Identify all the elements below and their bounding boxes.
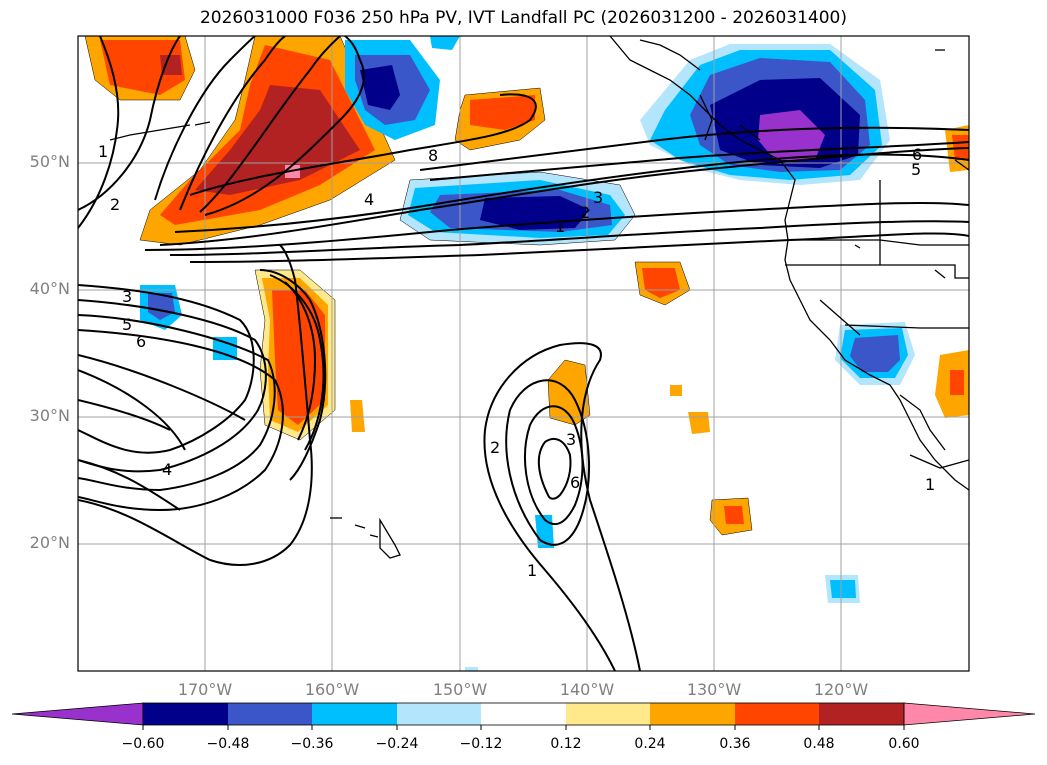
lon-label: 160°W [304, 680, 360, 699]
contour-label: 2 [580, 203, 590, 222]
contour-label: 6 [570, 473, 580, 492]
contour-label: 5 [122, 315, 132, 334]
contour-label: 4 [364, 190, 374, 209]
colorbar-tick-label: −0.12 [459, 736, 503, 752]
lon-label: 130°W [686, 680, 742, 699]
lat-label: 40°N [29, 279, 70, 298]
contour-label: 3 [122, 287, 132, 306]
colorbar-bin [312, 703, 397, 725]
colorbar-tick-label: −0.48 [206, 736, 250, 752]
colorbar-bin [566, 703, 650, 725]
colorbar-bin [397, 703, 481, 725]
contour-label: 6 [912, 145, 922, 164]
contour-label: 2 [110, 195, 120, 214]
shaded-field [84, 36, 969, 671]
pv-contours [78, 36, 969, 671]
colorbar [11, 702, 1036, 730]
contour-label: 8 [428, 146, 438, 165]
lon-label: 120°W [813, 680, 869, 699]
contour-labels: 1 2 3 4 5 6 8 4 3 2 1 3 6 2 1 6 5 1 [98, 142, 935, 580]
contour-label: 5 [911, 160, 921, 179]
colorbar-tick-label: 0.12 [550, 736, 582, 752]
colorbar-outline [142, 702, 905, 726]
figure-title: 2026031000 F036 250 hPa PV, IVT Landfall… [199, 8, 847, 28]
contour-label: 1 [925, 475, 935, 494]
contour-label: 2 [490, 438, 500, 457]
colorbar-bin [735, 703, 819, 725]
colorbar-bin [228, 703, 312, 725]
colorbar-tick-label: 0.24 [634, 736, 666, 752]
colorbar-bin [481, 703, 566, 725]
colorbar-bin [650, 703, 735, 725]
colorbar-tick-label: 0.48 [803, 736, 835, 752]
contour-label: 6 [136, 332, 146, 351]
colorbar-max-extend [903, 702, 1036, 726]
lon-label: 150°W [432, 680, 488, 699]
map-frame [77, 35, 970, 672]
contour-label: 3 [566, 430, 576, 449]
colorbar-tick-label: −0.36 [290, 736, 334, 752]
contour-label: 4 [162, 460, 172, 479]
contour-label: 3 [593, 188, 603, 207]
contour-label: 1 [555, 217, 565, 236]
colorbar-bin [819, 703, 904, 725]
colorbar-tick-label: 0.36 [719, 736, 751, 752]
colorbar-min-extend [11, 702, 144, 726]
lon-label: 140°W [559, 680, 615, 699]
contour-label: 1 [98, 142, 108, 161]
colorbar-tick-label: −0.60 [121, 736, 165, 752]
lat-label: 20°N [29, 533, 70, 552]
lat-label: 50°N [29, 152, 70, 171]
lat-label: 30°N [29, 406, 70, 425]
contour-label: 1 [527, 561, 537, 580]
lon-label: 170°W [177, 680, 233, 699]
colorbar-tick-label: 0.60 [888, 736, 920, 752]
colorbar-bin [143, 703, 228, 725]
colorbar-tick-label: −0.24 [375, 736, 419, 752]
